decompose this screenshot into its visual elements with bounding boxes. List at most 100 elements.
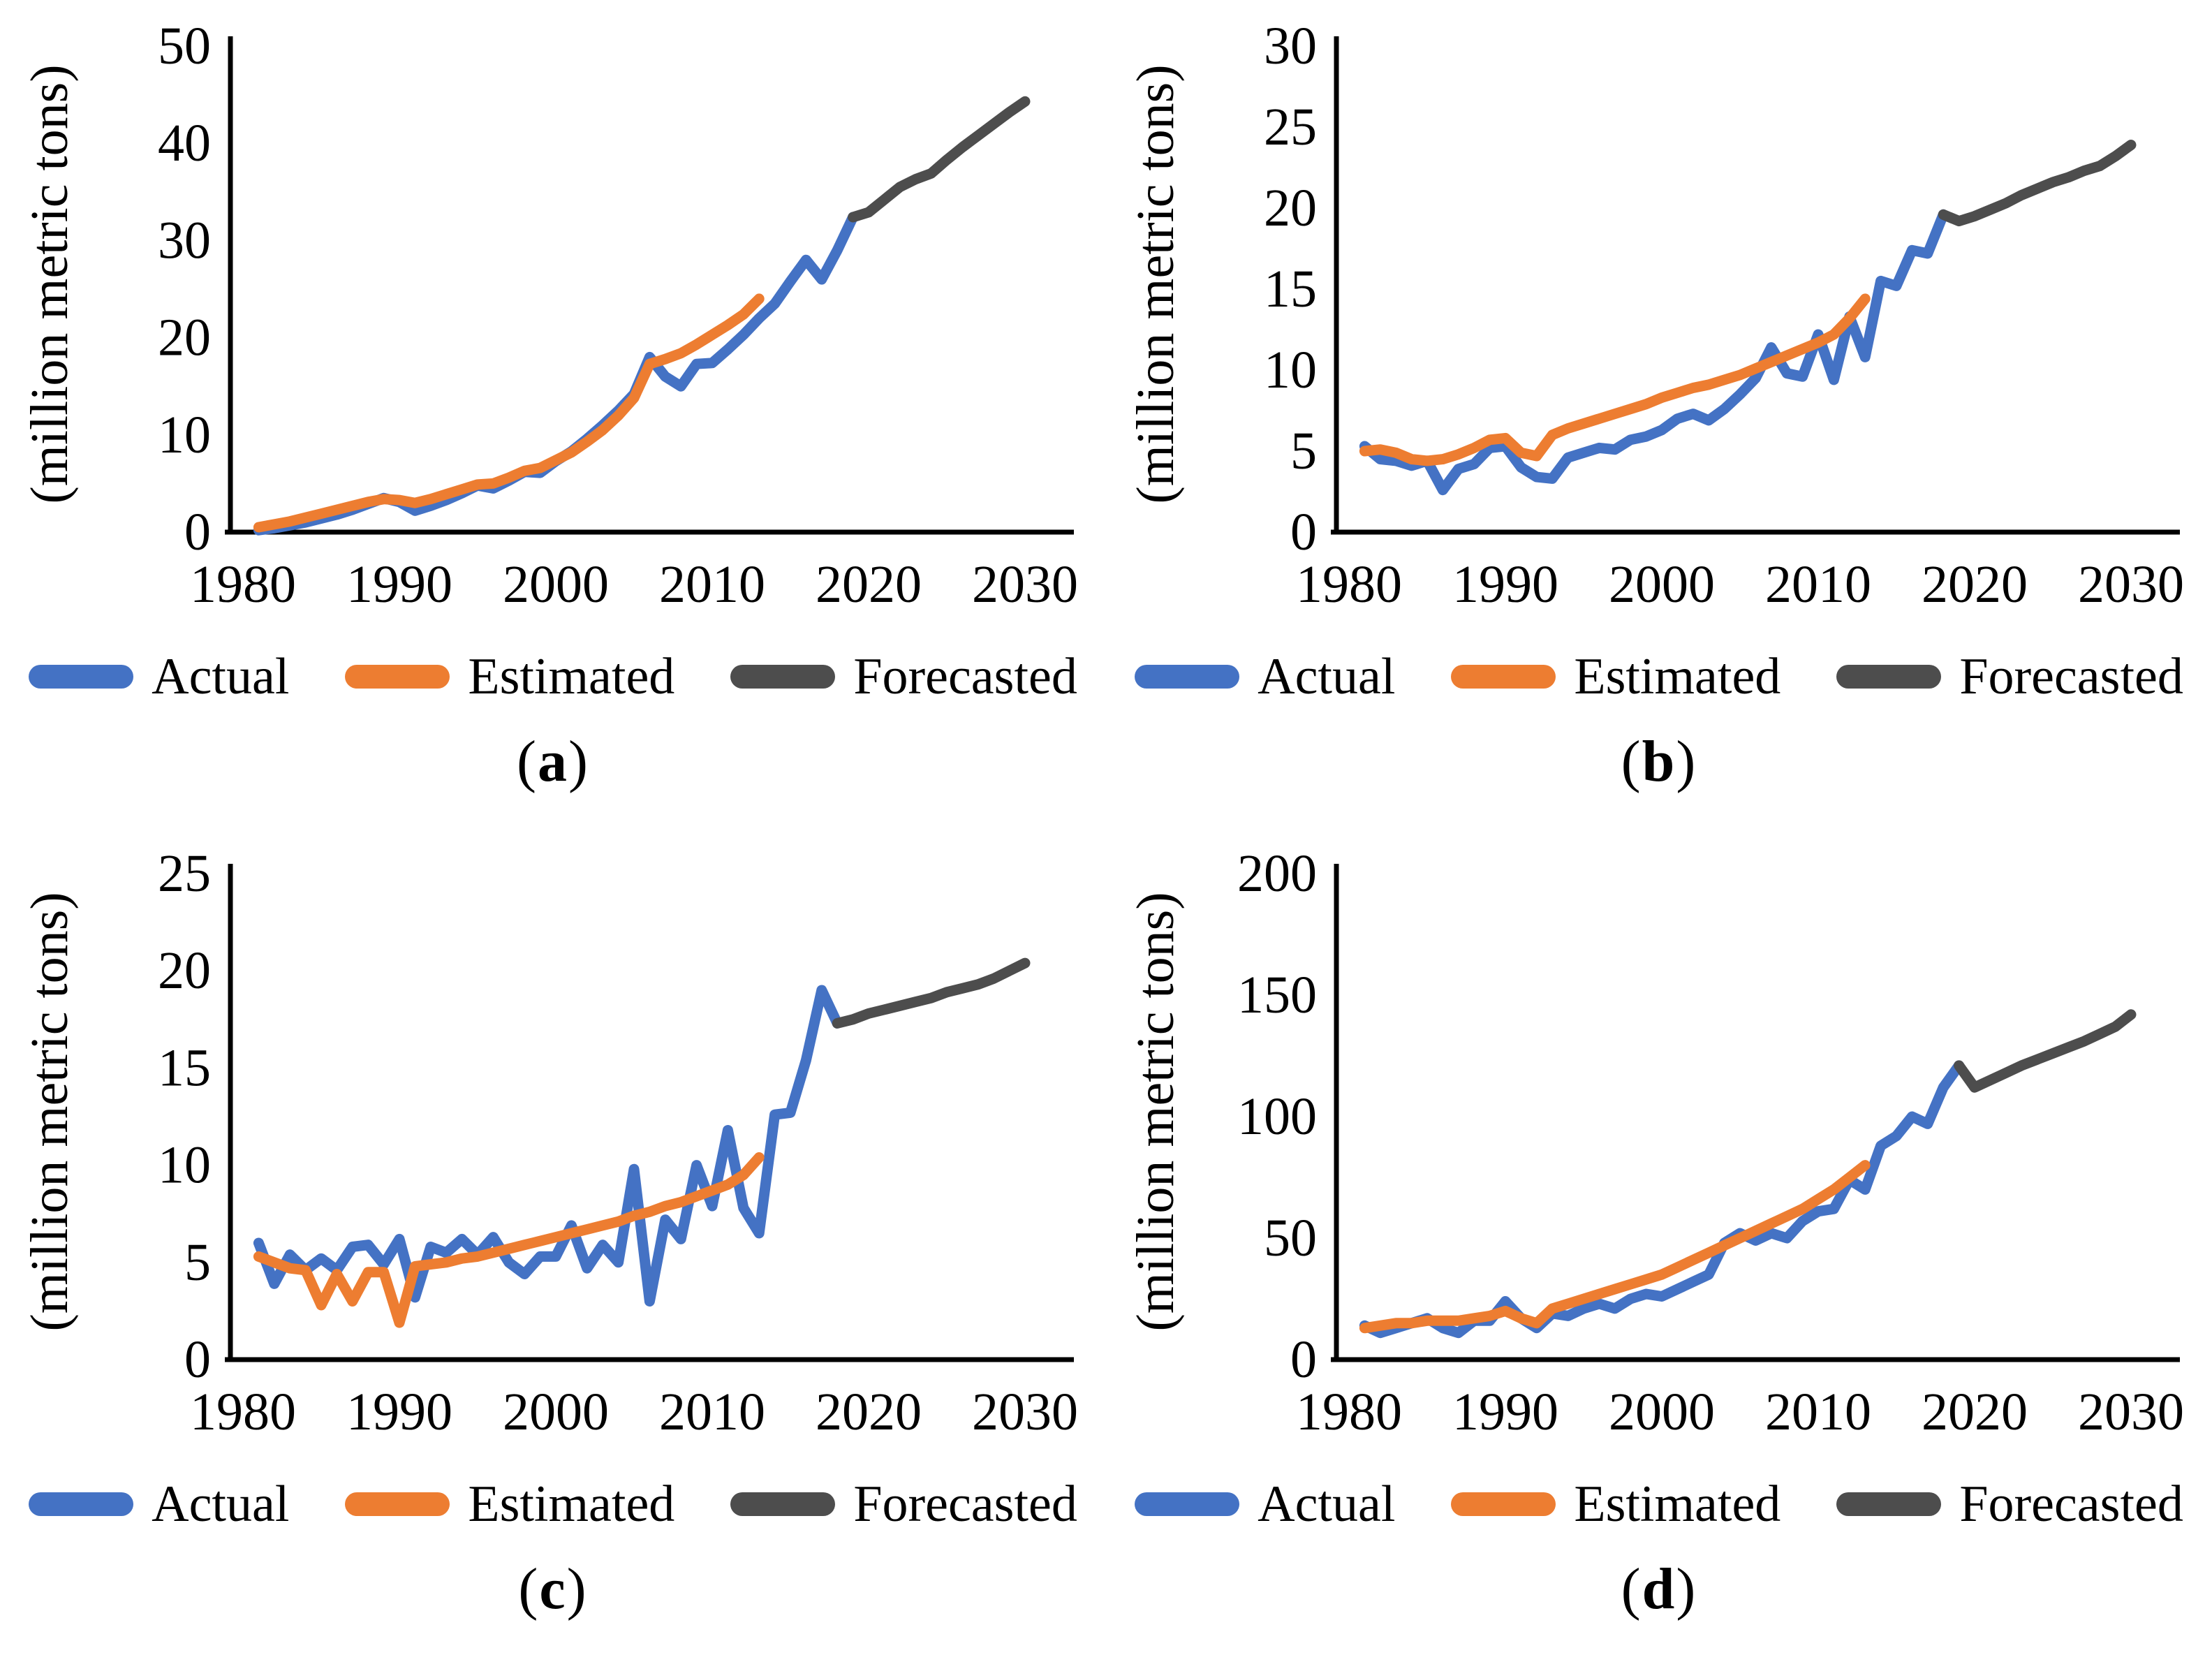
y-axis-label: (million metric tons) bbox=[1126, 892, 1185, 1331]
paren-close: ) bbox=[568, 729, 589, 794]
legend-d: Actual Estimated Forecasted bbox=[1106, 1466, 2212, 1542]
legend-label-actual: Actual bbox=[1258, 1476, 1396, 1533]
x-tick-label: 2030 bbox=[972, 1383, 1078, 1441]
x-tick-label: 1990 bbox=[1452, 555, 1558, 614]
y-tick-label: 25 bbox=[1264, 98, 1317, 156]
x-tick-label: 2020 bbox=[816, 1383, 922, 1441]
y-tick-label: 150 bbox=[1237, 966, 1317, 1024]
legend-label-actual: Actual bbox=[152, 1476, 290, 1533]
legend-item-actual: Actual bbox=[1135, 651, 1395, 703]
panel-label-a: (a) bbox=[517, 733, 589, 791]
x-tick-label: 1990 bbox=[346, 1383, 452, 1441]
x-tick-label: 2010 bbox=[1765, 1383, 1871, 1441]
x-tick-label: 2010 bbox=[659, 555, 765, 614]
legend-item-actual: Actual bbox=[1135, 1478, 1395, 1530]
panel-label-d: (d) bbox=[1621, 1560, 1697, 1619]
x-tick-label: 1990 bbox=[1452, 1383, 1558, 1441]
y-tick-label: 5 bbox=[184, 1233, 211, 1292]
y-tick-label: 0 bbox=[1290, 1330, 1317, 1389]
legend-a: Actual Estimated Forecasted bbox=[0, 639, 1106, 714]
y-axis-label: (million metric tons) bbox=[1126, 64, 1185, 503]
series-line-actual bbox=[1359, 1060, 1965, 1339]
series-line-forecasted bbox=[1938, 140, 2137, 227]
series-line-estimated bbox=[253, 293, 765, 533]
legend-swatch-forecasted bbox=[730, 1492, 836, 1516]
x-tick-label: 1980 bbox=[1296, 555, 1402, 614]
x-tick-label: 2000 bbox=[1609, 1383, 1715, 1441]
y-tick-label: 25 bbox=[158, 844, 211, 903]
legend-label-estimated: Estimated bbox=[468, 1476, 675, 1533]
paren-close: ) bbox=[1676, 729, 1697, 794]
y-tick-label: 20 bbox=[158, 309, 211, 367]
series-line-actual bbox=[253, 985, 843, 1307]
legend-label-forecasted: Forecasted bbox=[1959, 648, 2183, 705]
panel-letter: c bbox=[539, 1557, 567, 1621]
y-tick-label: 15 bbox=[158, 1038, 211, 1097]
legend-swatch-actual bbox=[29, 1492, 134, 1516]
x-tick-label: 2020 bbox=[1922, 555, 2028, 614]
series-line-estimated bbox=[1359, 1160, 1871, 1334]
legend-label-actual: Actual bbox=[152, 648, 290, 705]
y-tick-label: 0 bbox=[184, 503, 211, 561]
x-tick-label: 2000 bbox=[1609, 555, 1715, 614]
series-line-estimated bbox=[1359, 293, 1871, 466]
x-tick-label: 2020 bbox=[816, 555, 922, 614]
panel-letter: a bbox=[538, 729, 568, 794]
legend-label-actual: Actual bbox=[1258, 648, 1396, 705]
x-tick-label: 2000 bbox=[503, 1383, 609, 1441]
legend-swatch-estimated bbox=[1451, 665, 1556, 689]
panel-label-c: (c) bbox=[518, 1560, 587, 1619]
x-tick-label: 1980 bbox=[190, 555, 296, 614]
y-tick-label: 10 bbox=[1264, 341, 1317, 399]
series-line-forecasted bbox=[832, 957, 1031, 1029]
legend-item-forecasted: Forecasted bbox=[1836, 1478, 2183, 1530]
series-line-actual bbox=[1359, 209, 1949, 496]
y-axis-label: (million metric tons) bbox=[20, 892, 79, 1331]
x-tick-label: 2030 bbox=[2078, 1383, 2184, 1441]
y-tick-label: 100 bbox=[1237, 1087, 1317, 1146]
y-tick-label: 50 bbox=[1264, 1209, 1317, 1267]
legend-item-actual: Actual bbox=[29, 1478, 289, 1530]
legend-swatch-forecasted bbox=[1836, 665, 1942, 689]
y-tick-label: 15 bbox=[1264, 260, 1317, 318]
legend-item-estimated: Estimated bbox=[345, 1478, 674, 1530]
paren-open: ( bbox=[517, 729, 538, 794]
legend-item-estimated: Estimated bbox=[1451, 1478, 1780, 1530]
series-line-forecasted bbox=[1954, 1009, 2137, 1093]
y-tick-label: 50 bbox=[158, 17, 211, 75]
axis-line bbox=[225, 36, 1074, 535]
legend-label-estimated: Estimated bbox=[1574, 1476, 1781, 1533]
legend-item-forecasted: Forecasted bbox=[730, 651, 1077, 703]
y-tick-label: 200 bbox=[1237, 844, 1317, 903]
series-line-forecasted bbox=[848, 96, 1031, 223]
paren-close: ) bbox=[1676, 1557, 1697, 1621]
legend-swatch-actual bbox=[1135, 1492, 1240, 1516]
paren-open: ( bbox=[1621, 1557, 1642, 1621]
panel-letter: b bbox=[1642, 729, 1676, 794]
panel-d: (million metric tons) 0 50 100 150 200 1980 199… bbox=[1106, 828, 2212, 1655]
paren-open: ( bbox=[518, 1557, 540, 1621]
y-tick-label: 20 bbox=[1264, 179, 1317, 237]
y-tick-label: 5 bbox=[1290, 422, 1317, 480]
paren-open: ( bbox=[1621, 729, 1642, 794]
legend-label-estimated: Estimated bbox=[1574, 648, 1781, 705]
legend-item-estimated: Estimated bbox=[345, 651, 674, 703]
legend-item-actual: Actual bbox=[29, 651, 289, 703]
legend-item-estimated: Estimated bbox=[1451, 651, 1780, 703]
x-tick-label: 2030 bbox=[2078, 555, 2184, 614]
legend-label-forecasted: Forecasted bbox=[1959, 1476, 2183, 1533]
x-tick-label: 2030 bbox=[972, 555, 1078, 614]
legend-swatch-estimated bbox=[345, 1492, 450, 1516]
axis-line bbox=[225, 864, 1074, 1362]
legend-swatch-forecasted bbox=[1836, 1492, 1942, 1516]
chart-d-plot: (million metric tons) 0 50 100 150 200 1980 199… bbox=[1126, 844, 2184, 1441]
x-tick-label: 2010 bbox=[1765, 555, 1871, 614]
axis-line bbox=[1331, 36, 2180, 535]
legend-swatch-actual bbox=[29, 665, 134, 689]
x-tick-label: 1980 bbox=[190, 1383, 296, 1441]
legend-label-estimated: Estimated bbox=[468, 648, 675, 705]
legend-item-forecasted: Forecasted bbox=[1836, 651, 2183, 703]
legend-swatch-forecasted bbox=[730, 665, 836, 689]
